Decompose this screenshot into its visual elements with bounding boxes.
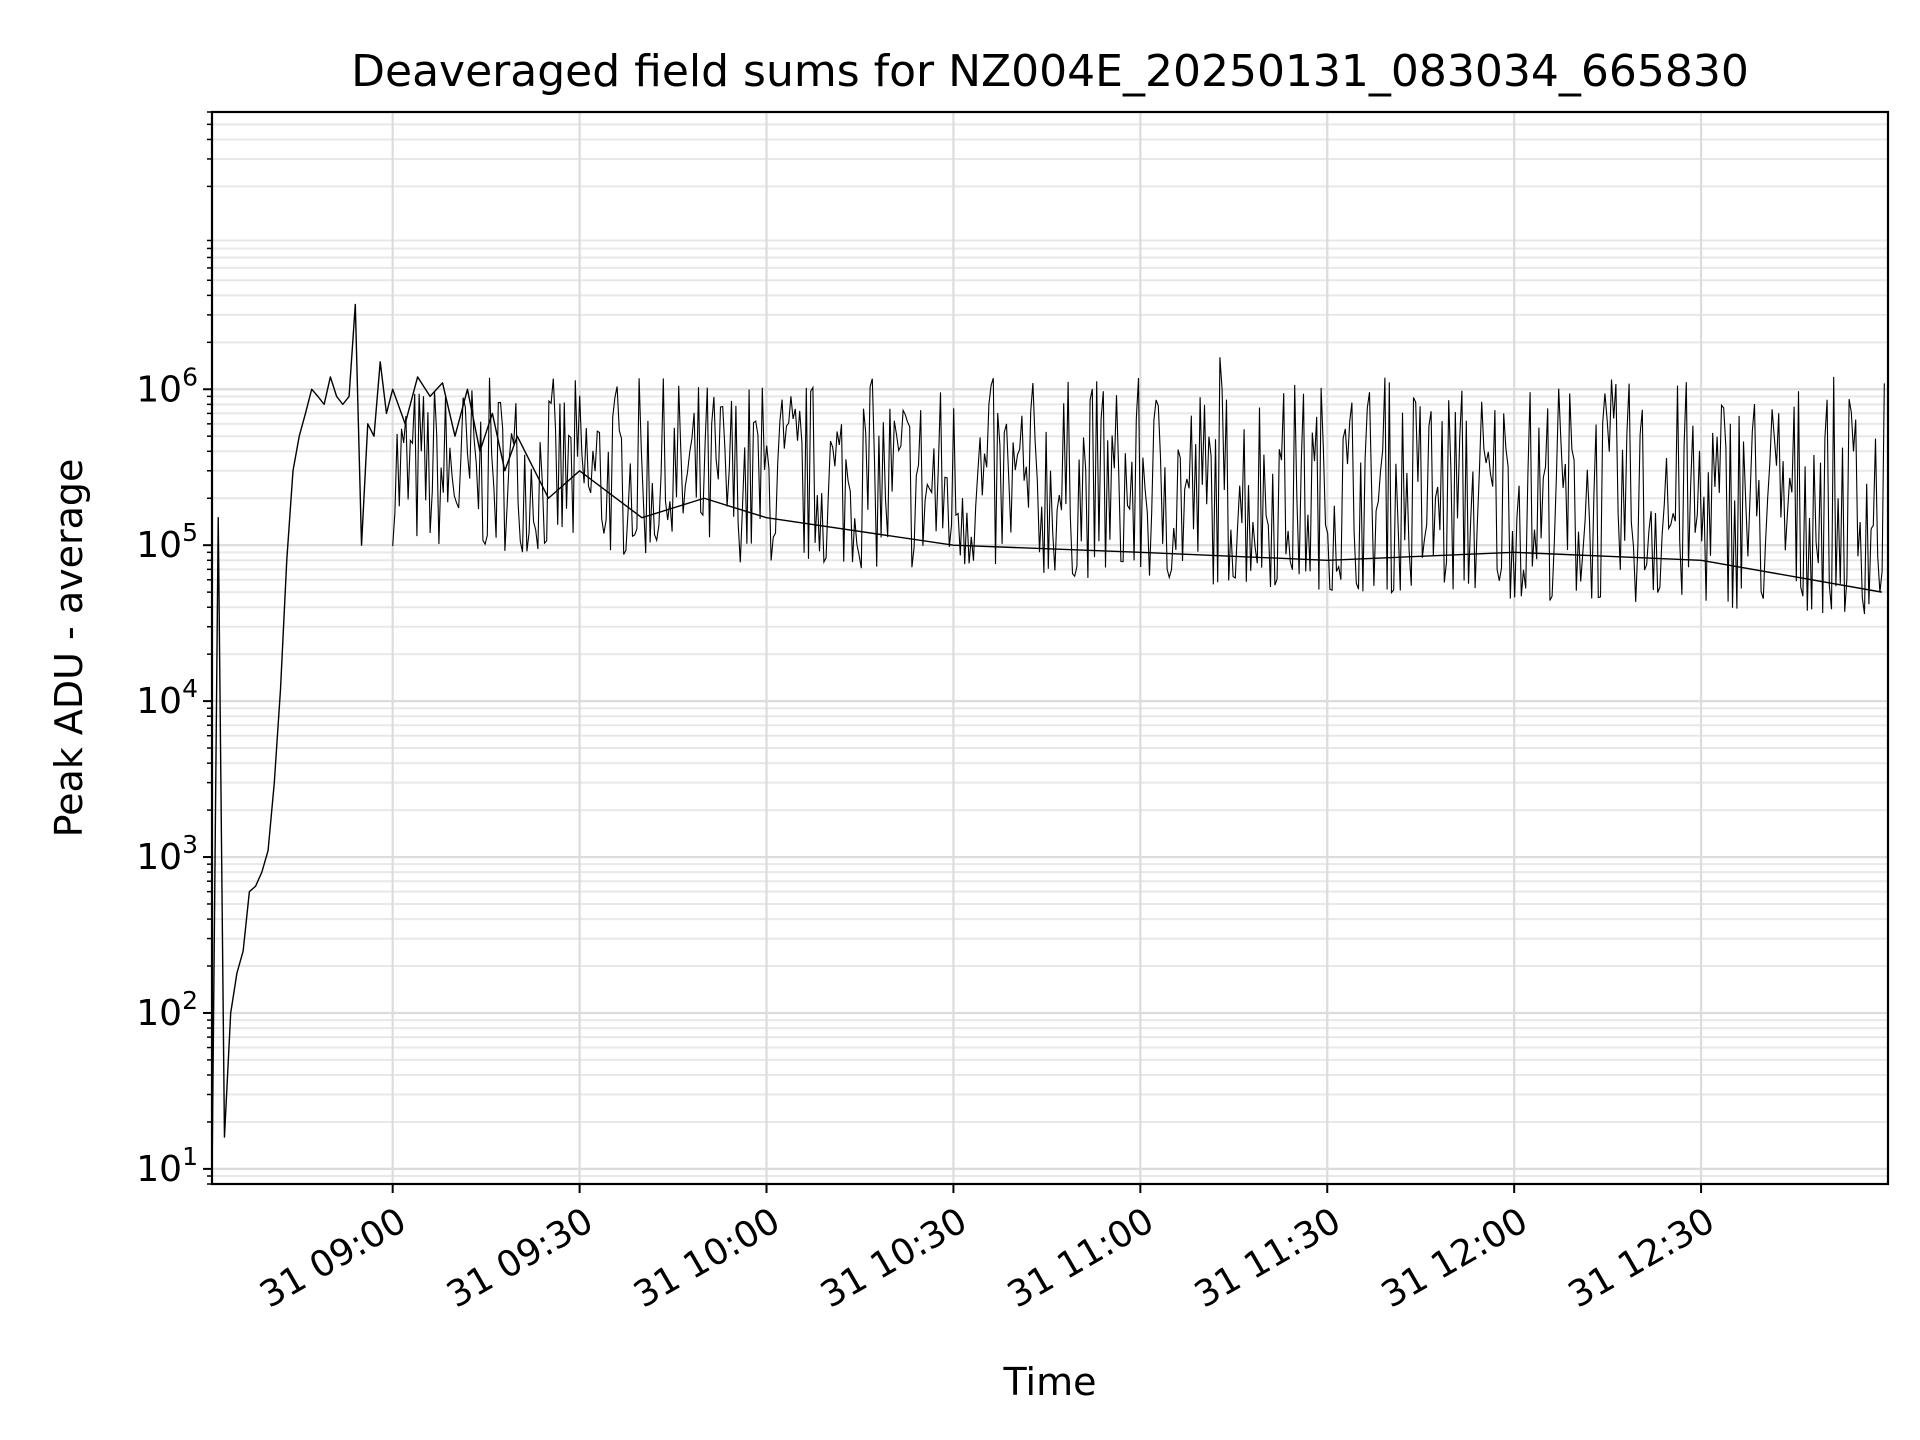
series-layer [211,303,1885,1185]
chart-title: Deaveraged field sums for NZ004E_2025013… [351,46,1749,97]
x-tick-label: 31 11:30 [1188,1200,1348,1316]
x-tick-label: 31 12:00 [1375,1200,1535,1316]
x-tick-label: 31 12:30 [1562,1200,1722,1316]
x-tick-label: 31 09:00 [253,1200,413,1316]
y-tick-label: 103 [136,830,198,878]
x-tick-label: 31 10:00 [627,1200,787,1316]
x-tick-label: 31 10:30 [814,1200,974,1316]
y-tick-label: 105 [136,518,198,566]
y-tick-label: 106 [136,362,198,410]
plot-frame [210,110,1890,1186]
grid [212,111,1888,1185]
y-tick-label: 101 [136,1142,198,1190]
y-axis-label: Peak ADU - average [47,459,91,838]
series-line [211,303,1882,1185]
series-noise-line [392,357,1885,615]
y-tick-label: 104 [136,674,198,722]
x-tick-label: 31 09:30 [440,1200,600,1316]
x-axis-label: Time [1003,1360,1097,1404]
y-tick-label: 102 [136,986,198,1034]
x-tick-label: 31 11:00 [1001,1200,1161,1316]
